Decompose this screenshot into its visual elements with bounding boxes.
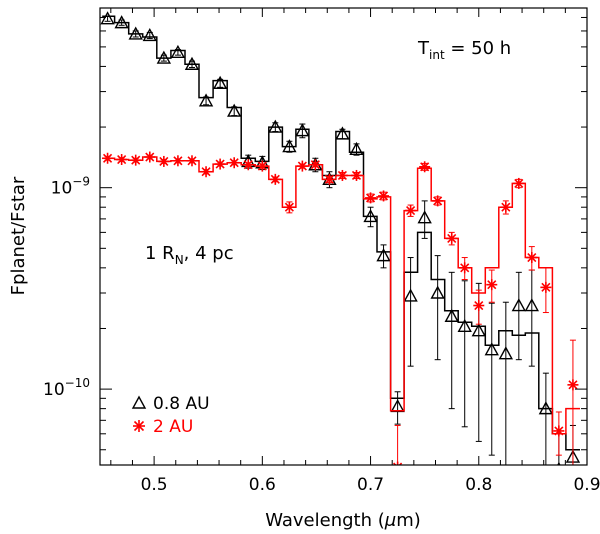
axes: 0.5 0.6 0.7 0.8 0.9 10−9 10−10 bbox=[43, 8, 600, 495]
data-point bbox=[473, 300, 485, 312]
data-point bbox=[172, 155, 184, 167]
data-point bbox=[283, 201, 295, 213]
x-tick-label: 0.9 bbox=[573, 475, 600, 495]
legend-item-2-au: 2 AU bbox=[133, 417, 193, 437]
data-point bbox=[269, 173, 281, 185]
data-point bbox=[102, 152, 114, 164]
model-step-line bbox=[102, 15, 580, 451]
data-point bbox=[309, 159, 321, 171]
x-tick-label: 0.8 bbox=[465, 475, 492, 495]
data-point bbox=[130, 154, 142, 166]
data-point bbox=[567, 379, 579, 391]
data-point bbox=[524, 298, 539, 312]
data-point bbox=[538, 401, 554, 415]
y-tick-label: 10−9 bbox=[51, 175, 90, 199]
data-point bbox=[500, 201, 512, 213]
data-point bbox=[484, 342, 499, 356]
data-point bbox=[446, 232, 458, 244]
data-point bbox=[376, 248, 391, 262]
data-point bbox=[256, 160, 268, 172]
data-point bbox=[170, 44, 186, 59]
data-point bbox=[212, 75, 228, 89]
y-axis-label: Fplanet/Fstar bbox=[8, 176, 29, 295]
data-point bbox=[403, 288, 418, 302]
data-point bbox=[393, 461, 403, 465]
data-point bbox=[184, 56, 200, 70]
plot-content bbox=[100, 11, 581, 465]
data-point bbox=[144, 151, 156, 163]
triangle-marker-icon bbox=[131, 395, 147, 409]
legend-label-0.8-au: 0.8 AU bbox=[153, 394, 210, 414]
x-tick-label: 0.6 bbox=[249, 475, 276, 495]
data-point bbox=[198, 93, 214, 107]
data-point bbox=[295, 123, 310, 137]
data-point bbox=[471, 323, 486, 337]
data-point bbox=[432, 195, 444, 207]
series-2-au bbox=[102, 151, 580, 465]
data-point bbox=[378, 190, 390, 202]
data-point bbox=[268, 119, 283, 133]
legend: 0.8 AU 2 AU bbox=[131, 394, 210, 437]
data-point bbox=[214, 158, 226, 170]
data-point bbox=[365, 192, 377, 204]
data-point bbox=[457, 318, 472, 333]
data-point bbox=[228, 157, 240, 169]
x-tick-label: 0.7 bbox=[357, 475, 384, 495]
data-point bbox=[350, 169, 362, 181]
data-point bbox=[128, 26, 143, 40]
data-point bbox=[526, 252, 538, 264]
data-point bbox=[335, 126, 350, 140]
data-point bbox=[296, 160, 308, 172]
data-point bbox=[417, 210, 432, 224]
data-point bbox=[511, 298, 526, 312]
plot-frame bbox=[99, 7, 588, 466]
data-point bbox=[186, 155, 198, 167]
data-point bbox=[444, 308, 459, 322]
x-tick-label: 0.5 bbox=[141, 475, 168, 495]
data-point bbox=[282, 139, 297, 153]
data-point bbox=[553, 425, 565, 437]
data-point bbox=[200, 166, 212, 178]
series-0.8-au bbox=[100, 11, 581, 465]
integration-time-annotation: Tint = 50 h bbox=[417, 38, 511, 62]
data-point bbox=[142, 27, 157, 42]
data-point bbox=[513, 177, 525, 189]
data-point bbox=[459, 262, 471, 274]
data-point bbox=[336, 169, 348, 181]
data-point bbox=[158, 155, 170, 167]
x-axis-label: Wavelength (μm) bbox=[265, 510, 421, 531]
data-point bbox=[430, 285, 445, 299]
radius-distance-annotation: 1 RN, 4 pc bbox=[145, 243, 234, 267]
asterisk-marker-icon bbox=[133, 420, 145, 432]
mu-symbol: μ bbox=[384, 510, 396, 531]
model-step-line bbox=[102, 156, 580, 435]
legend-label-2-au: 2 AU bbox=[153, 417, 193, 437]
data-point bbox=[486, 279, 498, 291]
data-point bbox=[100, 11, 115, 25]
data-point bbox=[227, 103, 242, 117]
data-point bbox=[116, 154, 128, 166]
data-point bbox=[349, 141, 364, 156]
y-tick-label: 10−10 bbox=[43, 376, 90, 400]
data-point bbox=[156, 50, 172, 64]
data-point bbox=[498, 346, 514, 360]
data-point bbox=[540, 281, 552, 293]
data-point bbox=[242, 159, 254, 171]
data-point bbox=[114, 15, 129, 29]
data-point bbox=[363, 208, 378, 223]
data-point bbox=[405, 205, 417, 217]
legend-item-0.8-au: 0.8 AU bbox=[131, 394, 210, 414]
data-point bbox=[323, 173, 335, 185]
data-point bbox=[419, 161, 431, 173]
